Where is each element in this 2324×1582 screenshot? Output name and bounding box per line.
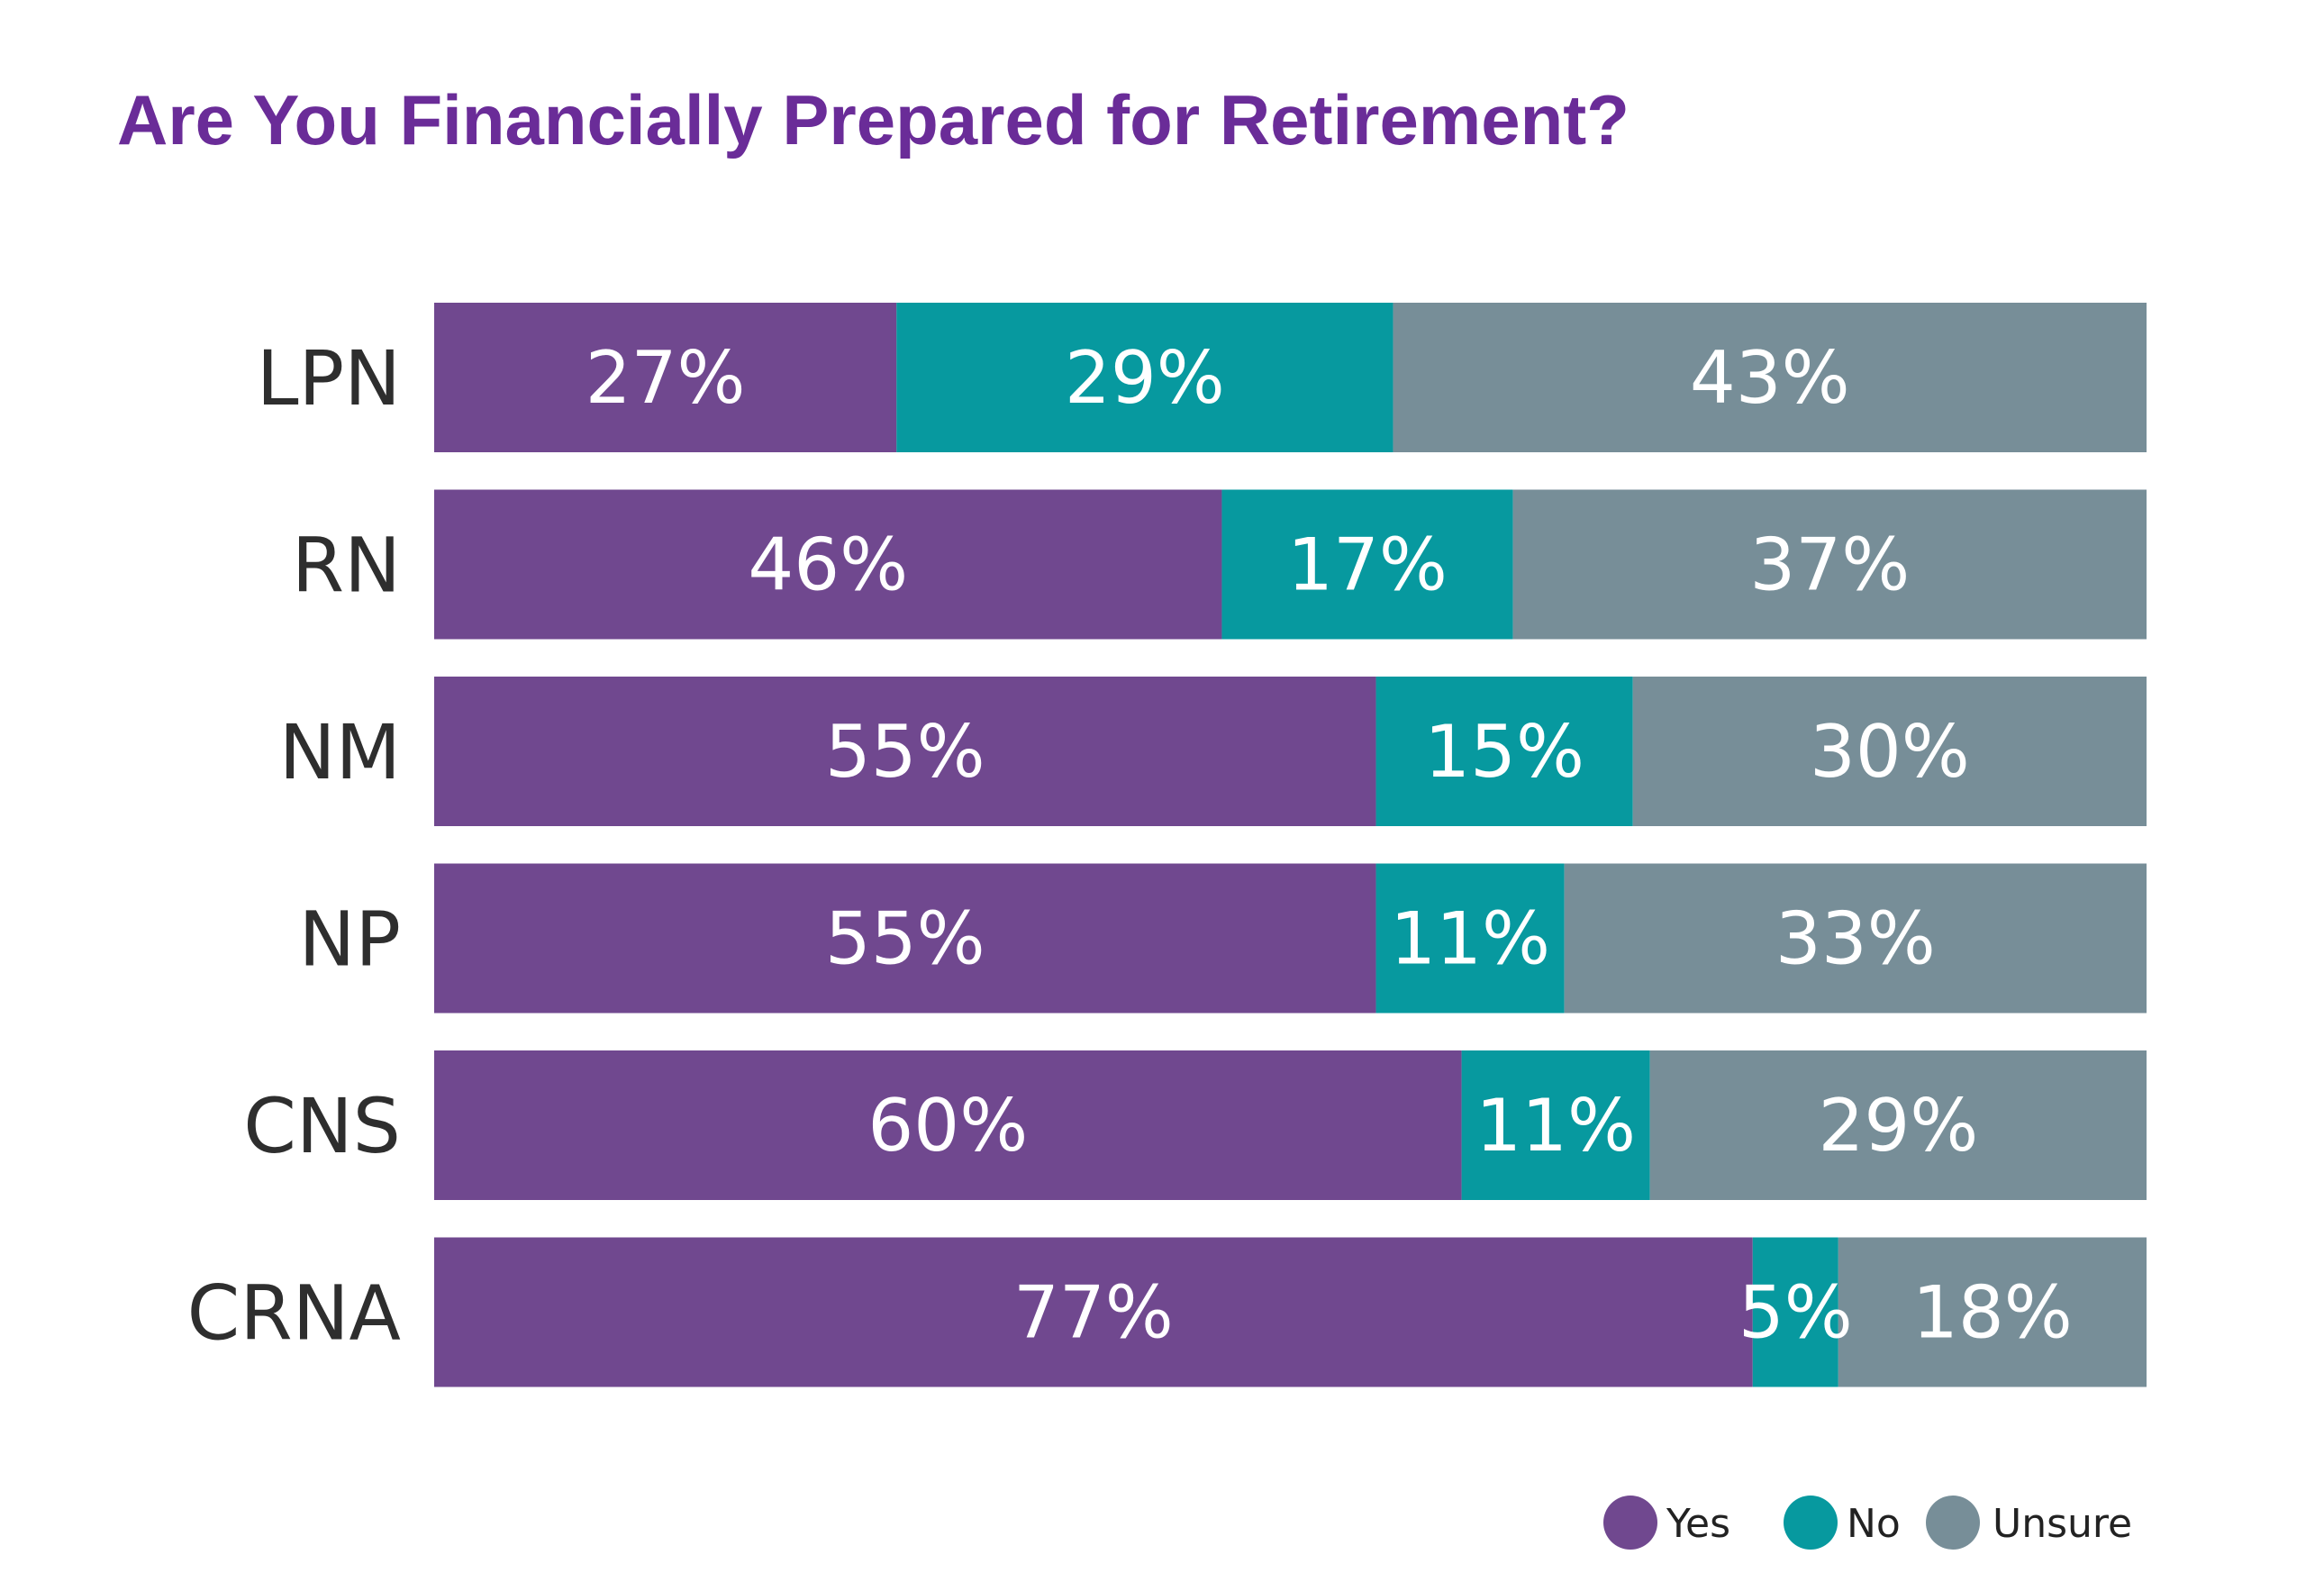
value-label-crna-yes: 77% [1013,1271,1174,1355]
value-label-rn-yes: 46% [748,523,908,607]
value-label-rn-unsure: 37% [1749,523,1910,607]
chart-title: Are You Financially Prepared for Retirem… [117,80,1630,159]
legend: Yes No Unsure [1603,1496,2132,1550]
bar-cns-yes [434,1050,1462,1200]
legend-marker-yes [1603,1496,1657,1550]
legend-label-unsure: Unsure [1993,1501,2132,1547]
value-label-np-yes: 55% [825,897,985,981]
bar-cns-unsure [1649,1050,2147,1200]
bar-area [434,303,2147,1387]
bar-lpn-yes [434,303,897,452]
bar-nm-unsure [1632,677,2147,826]
category-label-cns: CNS [243,1082,401,1170]
bar-np-no [1375,863,1565,1014]
value-label-np-unsure: 33% [1775,897,1936,981]
category-label-rn: RN [292,522,401,610]
value-label-nm-no: 15% [1424,710,1584,794]
category-axis-labels: LPN RN NM NP CNS CRNA [187,334,401,1358]
bar-crna-unsure [1838,1237,2147,1387]
bar-crna-yes [434,1237,1753,1387]
bar-rn-no [1221,489,1513,640]
legend-marker-unsure [1926,1496,1980,1550]
value-labels: 27% 29% 43% 46% 17% 37% 55% 15% 30% 55% 11% 33% 60% 1… [586,336,2073,1355]
bar-nm-no [1375,677,1633,826]
legend-label-yes: Yes [1666,1501,1730,1547]
bar-lpn-no [896,303,1393,452]
value-label-cns-yes: 60% [867,1084,1028,1168]
bar-rn-yes [434,489,1222,640]
legend-label-no: No [1847,1501,1901,1547]
value-label-nm-unsure: 30% [1810,710,1970,794]
bar-crna-no [1752,1237,1838,1387]
value-label-crna-unsure: 18% [1912,1271,2073,1355]
value-label-crna-no: 5% [1738,1271,1853,1355]
category-label-np: NP [299,896,402,984]
bar-lpn-unsure [1393,303,2147,452]
category-label-crna: CRNA [187,1269,401,1358]
bar-cns-no [1461,1050,1650,1200]
legend-marker-no [1784,1496,1838,1550]
value-label-nm-yes: 55% [825,710,985,794]
value-label-np-no: 11% [1390,897,1550,981]
value-label-rn-no: 17% [1287,523,1448,607]
value-label-lpn-unsure: 43% [1690,336,1850,420]
bar-rn-unsure [1512,489,2147,640]
value-label-cns-unsure: 29% [1818,1084,1978,1168]
bar-nm-yes [434,677,1376,826]
category-label-lpn: LPN [257,334,401,423]
bar-np-unsure [1564,863,2147,1014]
value-label-lpn-no: 29% [1065,336,1225,420]
bar-np-yes [434,863,1376,1014]
value-label-cns-no: 11% [1475,1084,1636,1168]
category-label-nm: NM [279,708,401,796]
value-label-lpn-yes: 27% [586,336,746,420]
